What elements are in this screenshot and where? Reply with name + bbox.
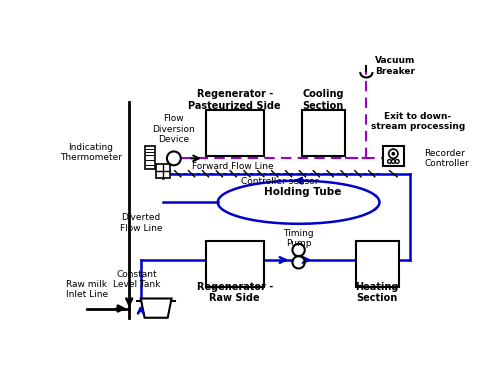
- Bar: [382, 146, 404, 166]
- Bar: [302, 110, 345, 156]
- Text: Recorder
Controller: Recorder Controller: [424, 149, 469, 168]
- Text: Vacuum
Breaker: Vacuum Breaker: [374, 56, 415, 75]
- Bar: [206, 110, 264, 156]
- Bar: [356, 241, 399, 287]
- Bar: [156, 164, 170, 178]
- Text: Heating
Section: Heating Section: [356, 282, 399, 303]
- Text: Exit to down-
stream processing: Exit to down- stream processing: [371, 112, 465, 131]
- Text: Regenerator -
Raw Side: Regenerator - Raw Side: [196, 282, 273, 303]
- Polygon shape: [141, 299, 172, 318]
- Bar: [144, 146, 156, 169]
- Text: Indicating
Thermometer: Indicating Thermometer: [60, 142, 122, 162]
- Text: Controller sensor: Controller sensor: [241, 177, 318, 186]
- Text: Cooling
Section: Cooling Section: [302, 89, 344, 111]
- Bar: [206, 241, 264, 287]
- Text: Regenerator -
Pasteurized Side: Regenerator - Pasteurized Side: [188, 89, 281, 111]
- Text: Holding Tube: Holding Tube: [264, 187, 341, 197]
- Text: Flow
Diversion
Device: Flow Diversion Device: [152, 114, 195, 144]
- Text: Timing
Pump: Timing Pump: [284, 229, 314, 248]
- Text: Constant
Level Tank: Constant Level Tank: [113, 270, 160, 289]
- Circle shape: [392, 152, 394, 155]
- Text: Diverted
Flow Line: Diverted Flow Line: [120, 213, 162, 233]
- Text: Forward Flow Line: Forward Flow Line: [192, 162, 274, 171]
- Text: Raw milk
Inlet Line: Raw milk Inlet Line: [66, 280, 108, 299]
